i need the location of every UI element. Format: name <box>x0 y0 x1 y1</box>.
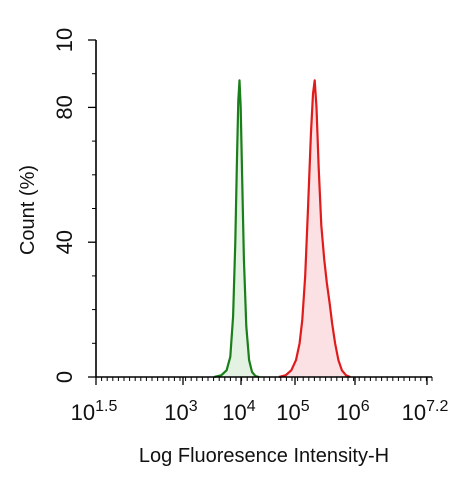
series-1-line <box>213 79 260 379</box>
series-layer <box>213 79 351 379</box>
y-tick-label-40: 40 <box>52 230 77 254</box>
x-tick-exponent: 1.5 <box>95 398 117 415</box>
x-tick-base: 10 <box>164 400 188 425</box>
series-2-line <box>278 79 351 379</box>
x-tick-exponent: 7.2 <box>426 398 448 415</box>
x-tick-base: 10 <box>276 400 300 425</box>
x-tick-exponent: 3 <box>189 398 198 415</box>
x-tick-exponent: 4 <box>247 398 256 415</box>
y-axis-title: Count (%) <box>17 165 39 255</box>
x-tick-exponent: 5 <box>301 398 310 415</box>
x-tick-label-0: 101.5 <box>71 398 118 425</box>
x-tick-base: 10 <box>222 400 246 425</box>
x-tick-base: 10 <box>71 400 95 425</box>
x-tick-base: 10 <box>402 400 426 425</box>
x-tick-label-2: 104 <box>222 398 255 425</box>
x-tick-label-5: 107.2 <box>402 398 449 425</box>
x-tick-label-3: 105 <box>276 398 309 425</box>
x-tick-label-4: 106 <box>336 398 369 425</box>
axes-layer <box>88 39 433 385</box>
series-2-fill <box>278 80 351 378</box>
x-tick-label-1: 103 <box>164 398 197 425</box>
y-tick-label-0: 0 <box>52 371 77 383</box>
y-tick-label-100: 10 <box>52 28 77 52</box>
x-axis-title: Log Fluoresence Intensity-H <box>139 445 389 467</box>
y-tick-label-80: 80 <box>52 95 77 119</box>
x-tick-base: 10 <box>336 400 360 425</box>
x-tick-exponent: 6 <box>361 398 370 415</box>
